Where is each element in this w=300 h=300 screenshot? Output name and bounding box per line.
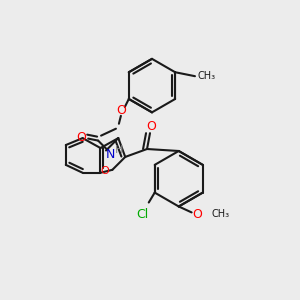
Text: N: N	[105, 148, 115, 161]
Text: CH₃: CH₃	[198, 71, 216, 81]
Text: CH₃: CH₃	[212, 209, 230, 219]
Text: Cl: Cl	[137, 208, 149, 221]
Text: O: O	[116, 104, 126, 117]
Text: O: O	[146, 120, 156, 133]
Text: O: O	[100, 166, 109, 176]
Text: H: H	[115, 146, 123, 155]
Text: O: O	[76, 131, 86, 144]
Text: O: O	[193, 208, 202, 221]
